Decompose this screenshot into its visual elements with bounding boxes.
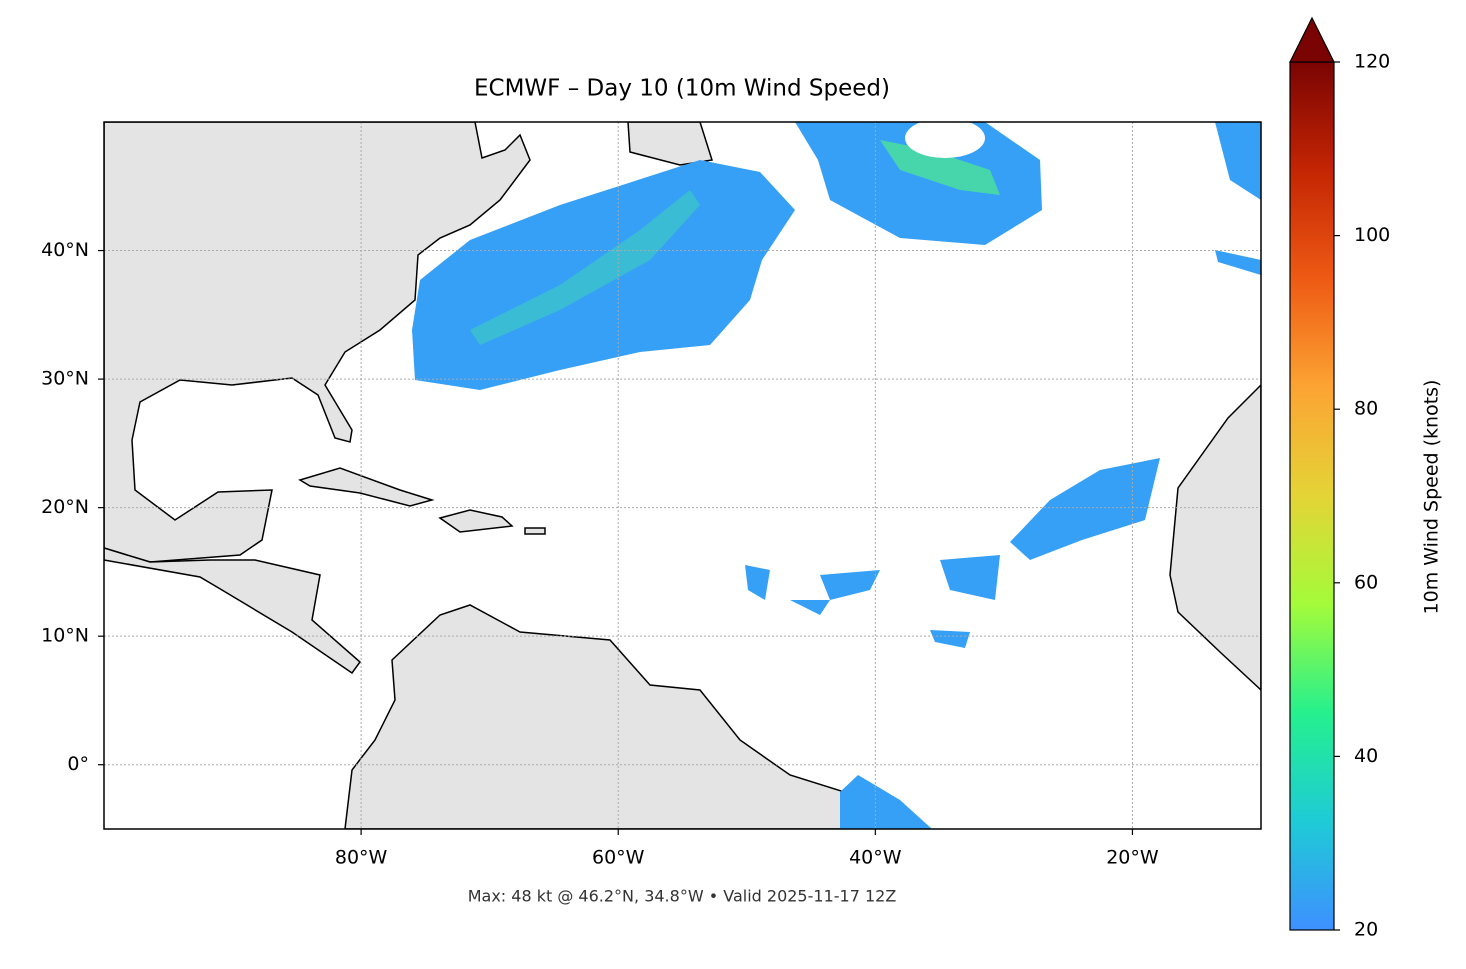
x-tick-label: 40°W: [849, 847, 902, 869]
plot-frame: [103, 121, 1262, 830]
wind-core: [470, 190, 700, 345]
y-tick-label: 0°: [67, 753, 89, 775]
x-tick-label: 20°W: [1106, 847, 1159, 869]
colorbar-tick-label: 40: [1354, 745, 1378, 767]
grid: [104, 122, 1261, 829]
wind-gap: [905, 122, 985, 158]
wind-area: [1215, 122, 1261, 200]
colorbar-tick-label: 80: [1354, 398, 1378, 420]
wind-field: [412, 122, 1261, 829]
south-america: [344, 604, 914, 829]
wind-area: [1215, 250, 1261, 275]
newfoundland: [627, 122, 713, 166]
north-america: [104, 122, 531, 563]
colorbar-tick-label: 120: [1354, 51, 1390, 73]
colorbar: [1289, 61, 1335, 931]
y-tick-label: 20°N: [41, 496, 89, 518]
hispaniola: [438, 509, 514, 533]
central-america: [104, 547, 362, 675]
wind-area: [840, 775, 932, 829]
colorbar-tick-label: 60: [1354, 571, 1378, 593]
colorbar-tick-label: 100: [1354, 224, 1390, 246]
land: [104, 122, 1261, 829]
y-tick-label: 10°N: [41, 625, 89, 647]
map-title: ECMWF – Day 10 (10m Wind Speed): [474, 76, 890, 102]
wind-area: [745, 555, 1000, 648]
wind-area: [1010, 458, 1160, 560]
puerto-rico: [524, 527, 546, 535]
x-tick-label: 60°W: [592, 847, 645, 869]
colorbar-tick-label: 20: [1354, 919, 1378, 941]
wind-core: [880, 140, 1000, 195]
footer-note: Max: 48 kt @ 46.2°N, 34.8°W • Valid 2025…: [468, 887, 897, 906]
africa: [1169, 383, 1261, 692]
colorbar-label: 10m Wind Speed (knots): [1421, 380, 1443, 615]
y-tick-label: 30°N: [41, 368, 89, 390]
colorbar-extension: [1289, 16, 1335, 63]
x-tick-label: 80°W: [335, 847, 388, 869]
map-layers: [104, 122, 1261, 829]
wind-area: [795, 122, 1042, 245]
cuba: [298, 467, 435, 507]
y-tick-label: 40°N: [41, 239, 89, 261]
